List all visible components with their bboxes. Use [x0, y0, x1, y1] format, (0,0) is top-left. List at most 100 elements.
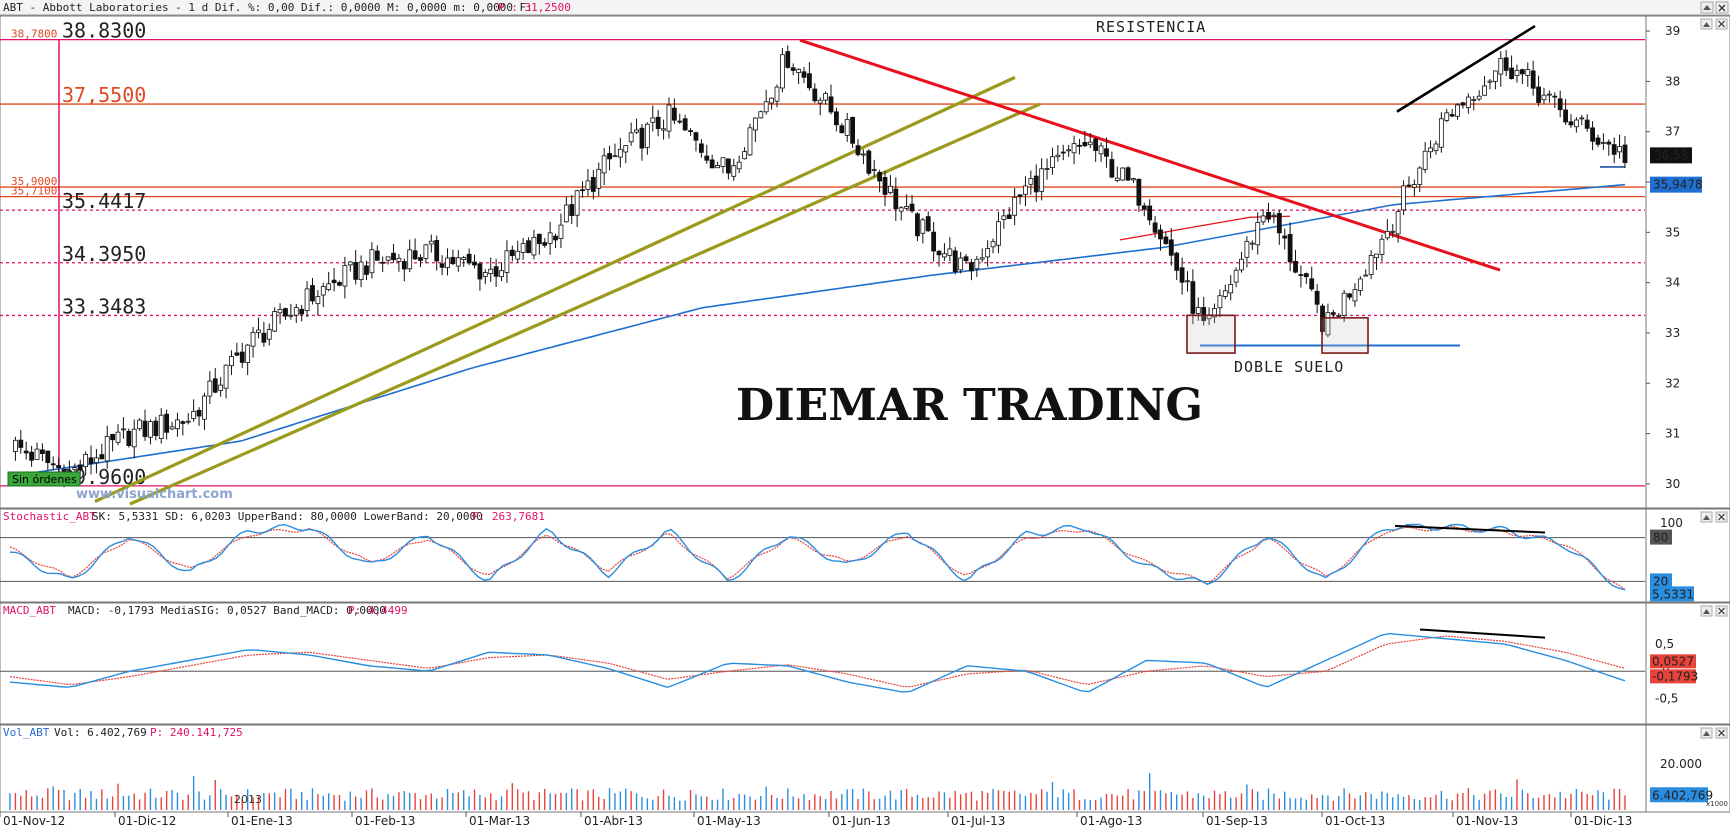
- candle-down: [553, 235, 558, 241]
- candle-up: [115, 431, 121, 443]
- year-marker: 2013: [234, 793, 262, 806]
- candle-down: [1460, 102, 1466, 106]
- candle-up: [888, 185, 893, 194]
- candle-down: [439, 263, 445, 268]
- date-tick-label: 01-Mar-13: [469, 814, 530, 828]
- candle-up: [817, 99, 823, 104]
- candle-down: [682, 118, 688, 131]
- candle-up: [996, 221, 1001, 246]
- candle-down: [1006, 214, 1012, 219]
- panel-buttons[interactable]: [1700, 605, 1728, 617]
- price-tick-label: 33: [1665, 326, 1680, 340]
- candle-down: [1303, 273, 1309, 278]
- candle-up: [661, 128, 666, 131]
- candle-down: [671, 107, 677, 121]
- close-icon: [1718, 729, 1725, 737]
- close-icon[interactable]: [1715, 1, 1729, 14]
- panel-buttons[interactable]: [1700, 18, 1728, 30]
- stoch-sd-line: [9, 525, 1626, 590]
- candle-up: [1195, 306, 1201, 314]
- candle-down: [374, 250, 380, 261]
- candle-up: [574, 190, 580, 216]
- candle-up: [1044, 168, 1050, 170]
- volume-axis-label: 20.000: [1660, 757, 1702, 771]
- candle-up: [752, 117, 758, 131]
- candle-up: [1352, 289, 1358, 302]
- price-level-label: 34.3950: [62, 242, 146, 266]
- candle-up: [342, 265, 348, 287]
- price-tick-label: 31: [1665, 427, 1680, 441]
- candle-up: [1411, 184, 1417, 188]
- candle-down: [569, 204, 575, 216]
- candle-down: [493, 266, 499, 277]
- candle-up: [169, 426, 175, 430]
- candle-down: [1330, 312, 1336, 315]
- candle-up: [423, 244, 429, 259]
- candle-down: [401, 261, 407, 270]
- candle-up: [1492, 70, 1498, 82]
- ma-badge: 35,9478: [1650, 176, 1703, 193]
- candle-up: [266, 329, 272, 340]
- ma-short-line: [1119, 215, 1291, 241]
- candle-up: [1455, 104, 1460, 117]
- stoch-divergence-line: [1394, 524, 1546, 534]
- candle-down: [234, 352, 240, 356]
- candle-down: [1077, 144, 1082, 147]
- scroll-up-icon[interactable]: [1700, 1, 1714, 14]
- triangle-up-icon: [1703, 22, 1710, 27]
- candle-down: [23, 450, 29, 454]
- date-tick-label: 01-Nov-13: [1456, 814, 1518, 828]
- candle-up: [137, 419, 143, 430]
- candles: [13, 45, 1628, 488]
- candle-down: [915, 213, 920, 237]
- candle-down: [704, 155, 710, 161]
- macd-line: [9, 632, 1626, 693]
- candle-down: [693, 132, 699, 141]
- candle-up: [104, 435, 110, 462]
- candle-up: [396, 257, 402, 262]
- candle-down: [1503, 57, 1509, 71]
- candle-up: [488, 268, 494, 275]
- candle-up: [94, 457, 99, 463]
- candle-down: [310, 285, 315, 302]
- date-tick-label: 01-Oct-13: [1325, 814, 1385, 828]
- candle-down: [196, 409, 202, 417]
- candle-down: [1201, 307, 1207, 321]
- candle-up: [628, 132, 634, 143]
- candle-up: [1541, 94, 1547, 101]
- order-badge-label: Sin órdenes: [12, 473, 77, 486]
- date-tick-label: 01-Ene-13: [231, 814, 293, 828]
- candle-down: [850, 116, 856, 144]
- candle-up: [218, 384, 224, 391]
- candle-up: [320, 286, 326, 296]
- candle-up: [428, 240, 434, 245]
- candle-up: [985, 248, 991, 258]
- date-tick-label: 01-Feb-13: [355, 814, 415, 828]
- candle-up: [585, 180, 591, 190]
- price-level-label: 35.4417: [62, 189, 146, 213]
- candle-down: [283, 308, 288, 317]
- candle-down: [866, 150, 872, 174]
- panel-buttons[interactable]: [1700, 511, 1728, 523]
- candle-down: [639, 127, 645, 149]
- order-badge[interactable]: Sin órdenes: [7, 471, 81, 487]
- candle-down: [1590, 127, 1595, 142]
- candle-down: [785, 51, 791, 68]
- candle-down: [536, 233, 542, 245]
- candle-up: [304, 288, 310, 312]
- candle-up: [1050, 156, 1055, 168]
- stoch-p: P: 263,7681: [472, 510, 545, 523]
- panel-buttons[interactable]: [1700, 727, 1728, 739]
- candle-down: [1622, 144, 1628, 163]
- candle-up: [1390, 230, 1396, 233]
- candle-up: [1525, 69, 1531, 76]
- candle-up: [1363, 274, 1369, 277]
- price-tick-label: 37: [1665, 125, 1680, 139]
- candle-up: [288, 314, 294, 317]
- candle-up: [445, 257, 450, 269]
- candle-up: [1357, 278, 1363, 291]
- candle-up: [455, 257, 461, 267]
- volume-badge-label: 6.402,769: [1652, 788, 1713, 802]
- candle-up: [1471, 99, 1477, 101]
- candle-up: [1401, 185, 1406, 211]
